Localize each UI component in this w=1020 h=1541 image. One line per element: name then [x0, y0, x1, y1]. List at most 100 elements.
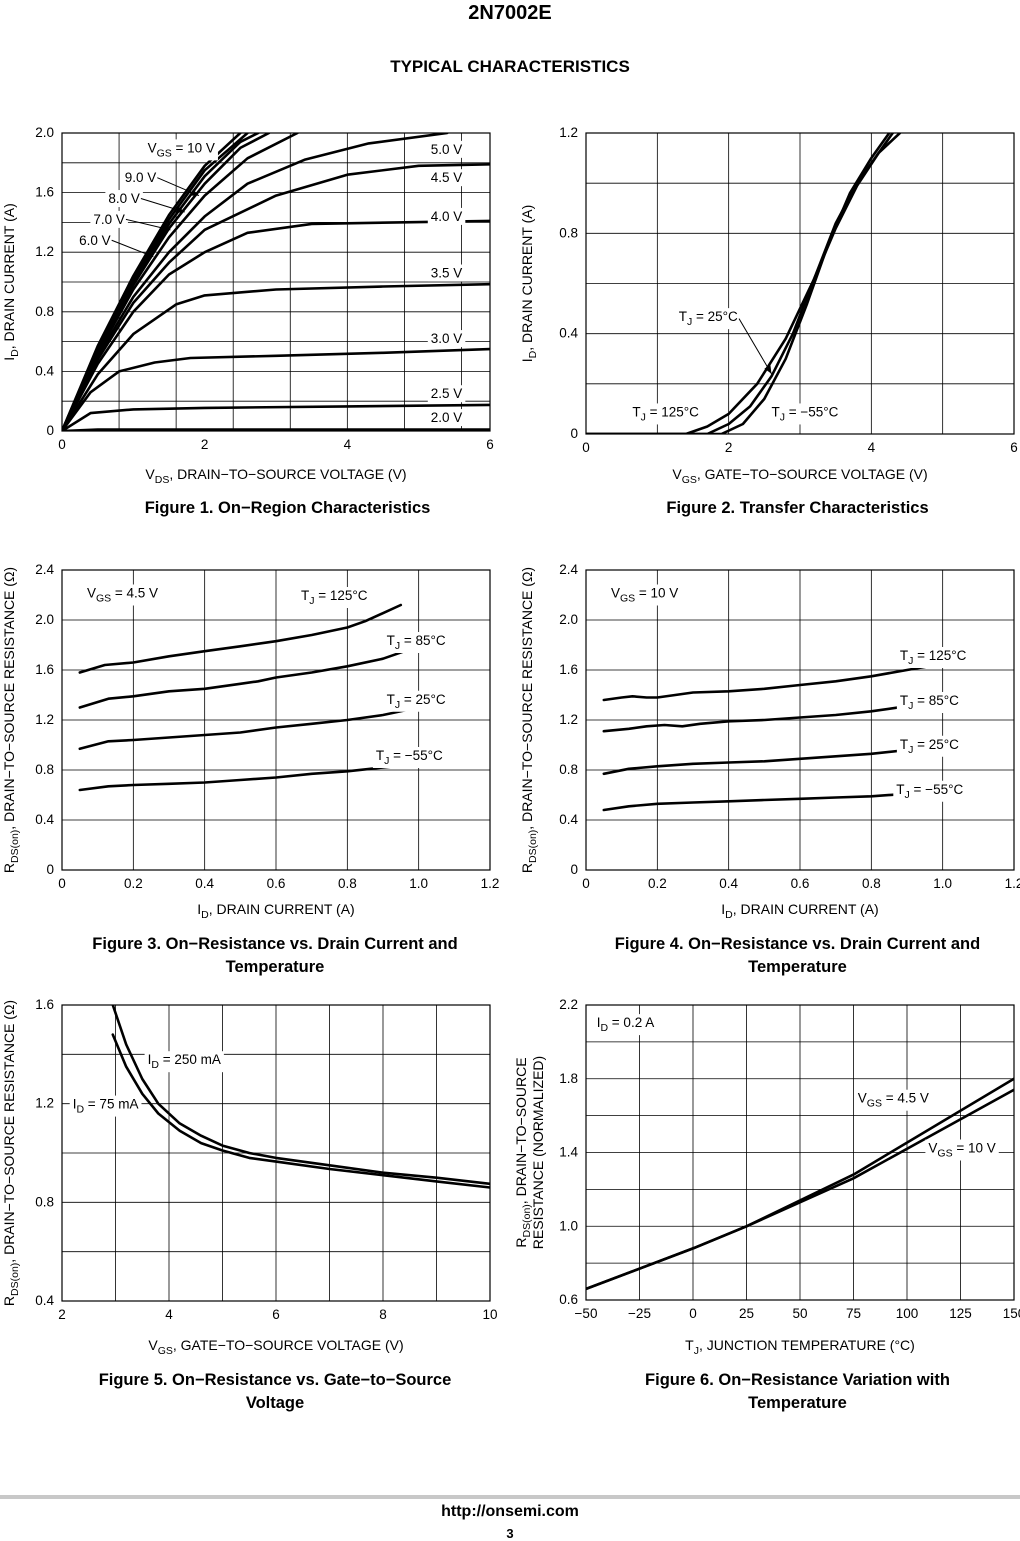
part-number-title: 2N7002E: [468, 2, 552, 24]
fig4-ytick-label: 0.8: [559, 762, 578, 777]
fig4-xtick-label: 0: [582, 876, 590, 891]
fig1-series-line: [62, 133, 449, 431]
fig4-x-axis-label: ID, DRAIN CURRENT (A): [721, 901, 878, 921]
fig1-ytick-label: 0.8: [35, 304, 54, 319]
figure-5-chart: 2 4 6 8 10 0.4 0.8 1.2 1.6 VGS, GATE−TO−SOURCE VO…: [0, 980, 510, 1360]
fig2-xtick-label: 6: [1010, 440, 1018, 455]
fig1-annotation-bg: [90, 210, 128, 228]
fig4-ytick-label: 1.6: [559, 662, 578, 677]
fig5-annotation-bg: [144, 1051, 224, 1073]
fig1-ytick-label: 0.4: [35, 363, 54, 378]
fig1-annotation-bg: [144, 139, 218, 161]
fig1-annotation-arrowhead: [190, 189, 199, 196]
fig6-plot-frame: [585, 1004, 1015, 1301]
fig1-annotation-arrowhead: [176, 206, 185, 213]
fig2-xtick-label: 0: [582, 440, 590, 455]
fig2-annotation-label: TJ = −55°C: [771, 404, 838, 423]
fig6-annotation-label: ID = 0.2 A: [597, 1015, 655, 1034]
fig3-ytick-label: 1.2: [35, 712, 54, 727]
fig2-series-line: [586, 133, 894, 434]
fig4-series-line: [602, 699, 944, 733]
footer-divider: [0, 1495, 1020, 1499]
fig4-ytick-label: 2.0: [559, 612, 578, 627]
fig3-ytick-label: 2.0: [35, 612, 54, 627]
fig4-series-line: [602, 745, 944, 776]
fig5-xtick-label: 8: [379, 1307, 387, 1322]
fig4-xtick-label: 0.4: [719, 876, 738, 891]
fig3-x-axis-label: ID, DRAIN CURRENT (A): [197, 901, 354, 921]
fig2-series-line: [586, 133, 891, 434]
fig6-xtick-label: 100: [896, 1306, 919, 1321]
fig2-plot-frame: [585, 132, 1015, 435]
fig5-ytick-label: 0.8: [35, 1194, 54, 1209]
figure-2-chart: 0 2 4 6 0 0.4 0.8 1.2 VGS, GATE−TO−SOURCE VOLTAG…: [510, 100, 1020, 486]
fig1-annotation-bg: [76, 231, 114, 249]
fig4-ytick-label: 0.4: [559, 812, 578, 827]
fig1-annotation-label: 2.5 V: [431, 386, 463, 401]
fig6-y-axis-label: RESISTANCE (NORMALIZED): [530, 1056, 546, 1249]
fig3-ytick-label: 2.4: [35, 562, 54, 577]
fig1-annotation-label: 6.0 V: [79, 233, 111, 248]
fig3-annotation-bg: [372, 747, 447, 768]
footer-url[interactable]: http://onsemi.com: [441, 1503, 579, 1520]
fig4-ytick-label: 0: [570, 862, 578, 877]
fig3-series-line: [78, 762, 420, 792]
fig1-annotation-label: VGS = 10 V: [148, 140, 215, 159]
fig5-series-line: [111, 1005, 490, 1186]
figure-5-caption: Figure 5. On−Resistance vs. Gate−to−Sour…: [98, 1371, 452, 1412]
fig1-annotation-label: 3.0 V: [431, 331, 463, 346]
fig3-xtick-label: 1.0: [409, 876, 428, 891]
fig1-series-line: [62, 219, 490, 431]
fig5-xtick-label: 4: [165, 1307, 173, 1322]
fig4-plot-frame: [585, 569, 1015, 871]
fig1-annotation-bg: [427, 140, 466, 158]
fig3-annotation-bg: [383, 632, 449, 653]
figure-4-chart: 0 0.2 0.4 0.6 0.8 1.0 1.2 0 0.4 0.8 1.2 1.6 2.0 2.4 ID…: [510, 520, 1020, 921]
fig1-svg: 0 2 4 6 0 0.4 0.8 1.2 1.6 2.0 VDS, DRAIN−TO−SOURCE…: [1, 125, 494, 486]
fig1-plot-frame: [61, 132, 491, 432]
fig5-ytick-label: 1.2: [35, 1096, 54, 1111]
fig6-xtick-label: −25: [628, 1306, 651, 1321]
fig3-ytick-label: 0.4: [35, 812, 54, 827]
fig1-annotation-bg: [427, 169, 466, 187]
fig4-ytick-label: 2.4: [559, 562, 578, 577]
fig6-xtick-label: 50: [792, 1306, 807, 1321]
figure-2-caption: Figure 2. Transfer Characteristics: [666, 499, 929, 517]
fig1-annotation-label: 9.0 V: [125, 170, 157, 185]
fig1-annotation-arrowhead: [161, 224, 171, 232]
fig1-y-axis-label: ID, DRAIN CURRENT (A): [1, 203, 21, 360]
fig1-series-line: [62, 347, 490, 431]
fig5-series-line: [111, 1033, 490, 1189]
fig3-annotation-bg: [383, 690, 449, 712]
fig2-y-axis-label: ID, DRAIN CURRENT (A): [519, 205, 539, 362]
fig1-annotation-bg: [427, 409, 466, 427]
fig5-y-axis-label: RDS(on), DRAIN−TO−SOURCE RESISTANCE (Ω): [1, 1000, 21, 1306]
fig4-annotation-label: TJ = 25°C: [900, 737, 959, 756]
fig3-annotation-label: VGS = 4.5 V: [87, 586, 158, 605]
fig4-annotation-label: TJ = 85°C: [900, 693, 959, 712]
fig1-ytick-label: 0: [46, 423, 54, 438]
fig6-ytick-label: 1.4: [559, 1145, 578, 1160]
fig3-ytick-label: 0: [46, 862, 54, 877]
fig5-x-axis-label: VGS, GATE−TO−SOURCE VOLTAGE (V): [148, 1337, 403, 1357]
fig3-annotation-label: TJ = 25°C: [387, 692, 446, 711]
fig1-annotation-arrowhead: [144, 250, 154, 257]
figure-1-chart: 0 2 4 6 0 0.4 0.8 1.2 1.6 2.0 VDS, DRAIN−TO−SOURCE…: [0, 100, 510, 486]
fig2-annotation-label: TJ = 25°C: [679, 309, 738, 328]
fig6-annotation-bg: [925, 1139, 999, 1161]
fig6-xtick-label: 0: [689, 1306, 697, 1321]
fig1-series-line: [62, 282, 490, 431]
fig4-annotation-bg: [893, 780, 967, 802]
fig1-annotation-label: 8.0 V: [108, 191, 140, 206]
fig4-xtick-label: 1.0: [933, 876, 952, 891]
fig6-annotation-bg: [854, 1089, 932, 1111]
fig4-annotation-bg: [896, 735, 963, 757]
fig3-series-line: [78, 645, 420, 709]
fig6-xtick-label: −50: [575, 1306, 598, 1321]
fig5-ytick-label: 0.4: [35, 1293, 54, 1308]
fig1-xtick-label: 0: [58, 437, 66, 452]
fig2-xtick-label: 2: [725, 440, 733, 455]
fig4-xtick-label: 0.8: [862, 876, 881, 891]
fig3-annotation-bg: [297, 587, 371, 608]
fig2-annotation-label: TJ = 125°C: [632, 404, 699, 423]
